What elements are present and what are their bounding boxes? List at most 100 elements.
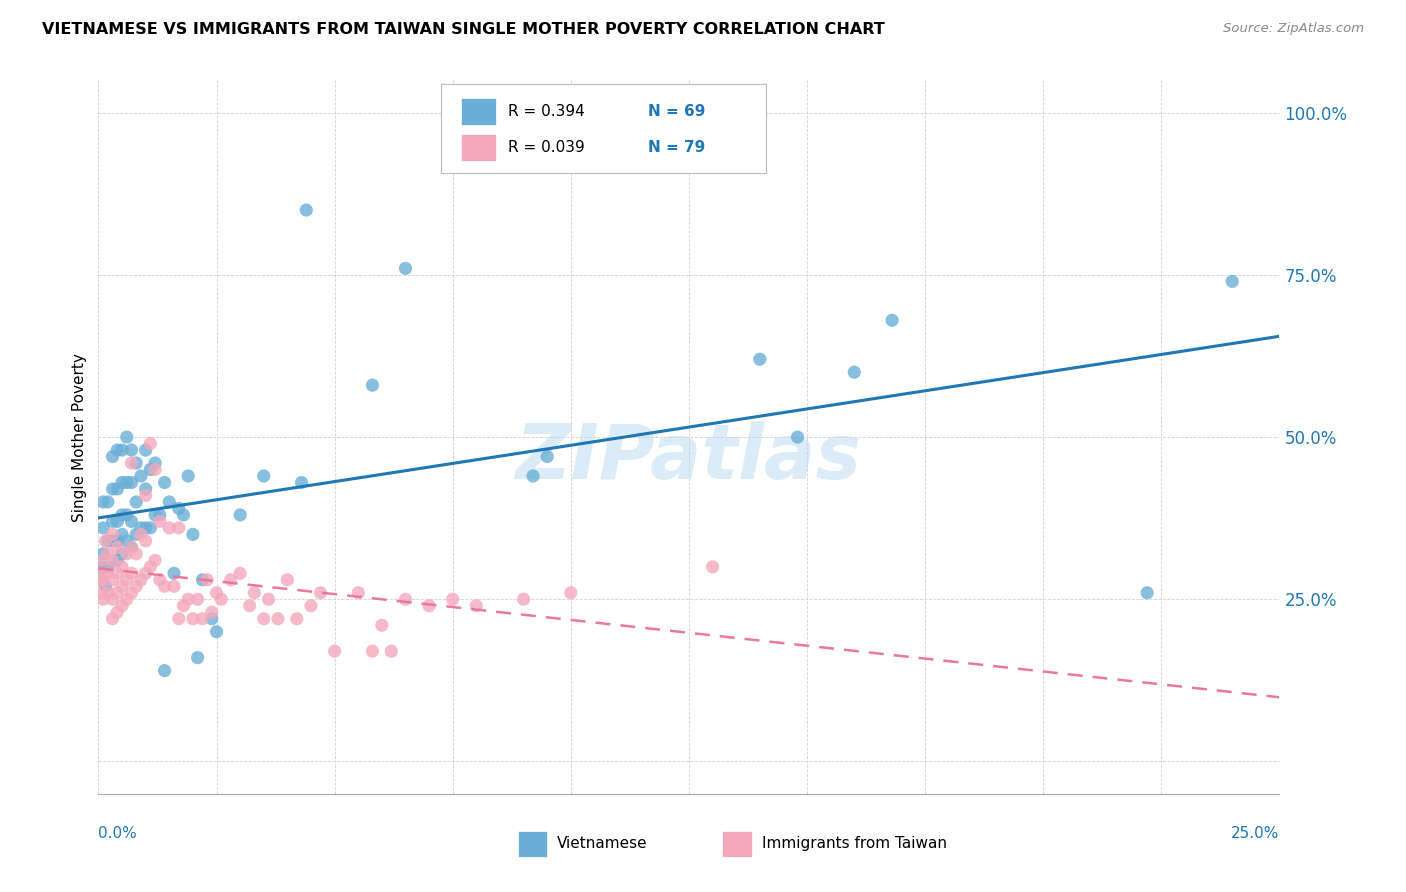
Point (97, 559, 120, 574)
Point (181, 612, 204, 626)
Point (135, 533, 157, 548)
Point (111, 527, 134, 541)
Point (394, 592, 416, 607)
Point (101, 573, 124, 587)
Point (121, 541, 143, 555)
Point (239, 599, 262, 613)
Point (139, 559, 162, 574)
Point (91, 521, 114, 535)
Point (361, 378, 384, 392)
Text: Vietnamese: Vietnamese (557, 837, 647, 851)
Point (101, 592, 124, 607)
Point (129, 521, 152, 535)
Point (105, 443, 128, 458)
Point (143, 462, 166, 476)
Point (115, 533, 138, 548)
Text: N = 69: N = 69 (648, 104, 704, 120)
FancyBboxPatch shape (441, 84, 766, 173)
Point (115, 475, 138, 490)
Point (253, 469, 276, 483)
Point (172, 508, 194, 522)
Point (115, 573, 138, 587)
Point (97, 533, 120, 548)
Point (181, 527, 204, 541)
Point (191, 612, 214, 626)
Point (121, 475, 143, 490)
Point (143, 553, 166, 567)
Point (163, 579, 186, 593)
Point (748, 352, 770, 367)
Point (361, 644, 384, 658)
Point (187, 650, 209, 665)
Point (380, 644, 402, 658)
Point (201, 612, 224, 626)
Point (153, 664, 176, 678)
Point (149, 515, 172, 529)
Point (101, 527, 124, 541)
Point (844, 365, 866, 379)
Point (139, 521, 162, 535)
Point (115, 547, 138, 561)
Point (295, 202, 318, 217)
Point (299, 599, 322, 613)
Point (290, 475, 312, 490)
Point (276, 573, 298, 587)
Point (94, 579, 117, 593)
Point (105, 586, 128, 600)
Point (1136, 586, 1159, 600)
Point (536, 450, 558, 464)
Point (125, 527, 148, 541)
Point (209, 592, 232, 607)
Text: R = 0.394: R = 0.394 (508, 104, 585, 120)
Point (135, 521, 157, 535)
Point (125, 579, 148, 593)
Bar (517, 831, 547, 856)
Point (121, 586, 143, 600)
Point (97, 586, 120, 600)
Text: R = 0.039: R = 0.039 (508, 140, 585, 155)
Point (97, 547, 120, 561)
Text: ZIPatlas: ZIPatlas (516, 422, 862, 495)
Point (105, 541, 128, 555)
Point (91, 586, 114, 600)
Point (512, 592, 534, 607)
Point (465, 599, 488, 613)
Point (101, 515, 124, 529)
Point (167, 501, 190, 516)
Point (522, 469, 544, 483)
Point (786, 430, 808, 444)
Text: N = 79: N = 79 (648, 140, 704, 155)
Point (101, 482, 124, 496)
Point (167, 521, 190, 535)
Point (105, 566, 128, 581)
Point (371, 618, 394, 632)
Text: Immigrants from Taiwan: Immigrants from Taiwan (762, 837, 948, 851)
Point (229, 566, 252, 581)
Point (253, 612, 276, 626)
Point (105, 515, 128, 529)
Bar (461, 98, 496, 125)
Point (121, 541, 143, 555)
Point (143, 508, 166, 522)
Point (97, 495, 120, 509)
Bar (461, 134, 496, 161)
Point (205, 586, 228, 600)
Point (91, 547, 114, 561)
Point (139, 462, 162, 476)
Point (177, 592, 200, 607)
Point (153, 579, 176, 593)
Point (880, 313, 903, 327)
Point (285, 612, 308, 626)
Point (129, 527, 152, 541)
Point (91, 495, 114, 509)
Point (105, 605, 128, 619)
Point (90, 573, 112, 587)
Point (347, 586, 370, 600)
Point (89, 566, 111, 581)
Point (115, 430, 138, 444)
Point (1220, 274, 1243, 288)
Point (560, 586, 582, 600)
Point (139, 436, 162, 450)
Point (135, 488, 157, 502)
Point (187, 592, 209, 607)
